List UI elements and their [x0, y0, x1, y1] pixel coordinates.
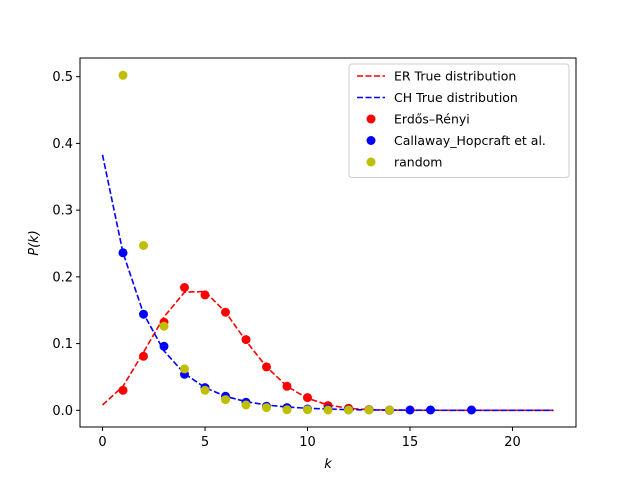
x-tick-label: 20 — [504, 435, 521, 450]
data-point-2-5 — [221, 395, 230, 405]
legend-label: Callaway_Hopcraft et al. — [394, 133, 546, 148]
data-point-1-15 — [426, 405, 435, 415]
legend-label: Erdős–Rényi — [394, 112, 470, 127]
x-tick-label: 0 — [98, 435, 106, 450]
legend: ER True distribution CH True distribution… — [348, 63, 570, 178]
data-point-0-9 — [303, 393, 312, 403]
x-axis-label: k — [324, 457, 332, 472]
data-point-0-1 — [139, 351, 148, 361]
legend-marker — [366, 114, 376, 124]
data-point-0-3 — [180, 283, 189, 292]
plot-frame — [79, 57, 577, 428]
data-point-2-13 — [385, 405, 394, 415]
x-axis: 0 5 10 15 20 — [98, 427, 521, 450]
legend-label: CH True distribution — [394, 90, 518, 105]
data-point-2-1 — [139, 241, 148, 250]
data-point-0-6 — [241, 335, 251, 345]
x-tick-label: 5 — [201, 435, 209, 450]
plot-area — [79, 57, 577, 428]
data-point-1-2 — [159, 341, 169, 351]
data-point-2-7 — [262, 403, 271, 413]
data-point-1-1 — [139, 309, 148, 319]
legend-label: random — [394, 155, 442, 170]
x-tick-label: 15 — [402, 435, 419, 450]
legend-label: ER True distribution — [394, 69, 516, 84]
data-point-2-4 — [200, 385, 210, 395]
data-point-2-3 — [180, 364, 189, 374]
data-point-2-8 — [282, 405, 292, 415]
data-point-0-7 — [262, 362, 271, 372]
data-point-0-0 — [118, 385, 128, 395]
legend-box — [348, 63, 570, 178]
data-point-0-4 — [200, 290, 210, 300]
y-tick-label: 0.1 — [52, 337, 73, 352]
y-tick-label: 0.3 — [52, 204, 73, 219]
data-point-1-16 — [467, 405, 476, 415]
y-tick-label: 0.2 — [52, 270, 73, 285]
data-point-2-10 — [323, 405, 333, 415]
data-point-0-5 — [221, 307, 230, 317]
y-axis-label: P(k) — [27, 230, 42, 256]
data-point-1-0 — [118, 248, 128, 258]
data-point-2-9 — [303, 405, 312, 415]
data-point-0-8 — [282, 381, 292, 391]
data-point-1-14 — [405, 405, 415, 415]
legend-marker — [366, 136, 376, 145]
data-point-2-11 — [344, 405, 353, 415]
data-point-2-6 — [241, 400, 251, 410]
data-point-2-2 — [159, 321, 169, 331]
data-point-2-12 — [364, 405, 374, 415]
x-tick-label: 10 — [299, 435, 316, 450]
y-tick-label: 0.4 — [52, 137, 73, 152]
y-tick-label: 0.5 — [52, 70, 73, 85]
data-point-2-0 — [118, 70, 128, 80]
legend-marker — [366, 157, 376, 167]
y-tick-label: 0.0 — [52, 404, 73, 419]
y-axis: 0.0 0.1 0.2 0.3 0.4 0.5 — [52, 70, 80, 419]
